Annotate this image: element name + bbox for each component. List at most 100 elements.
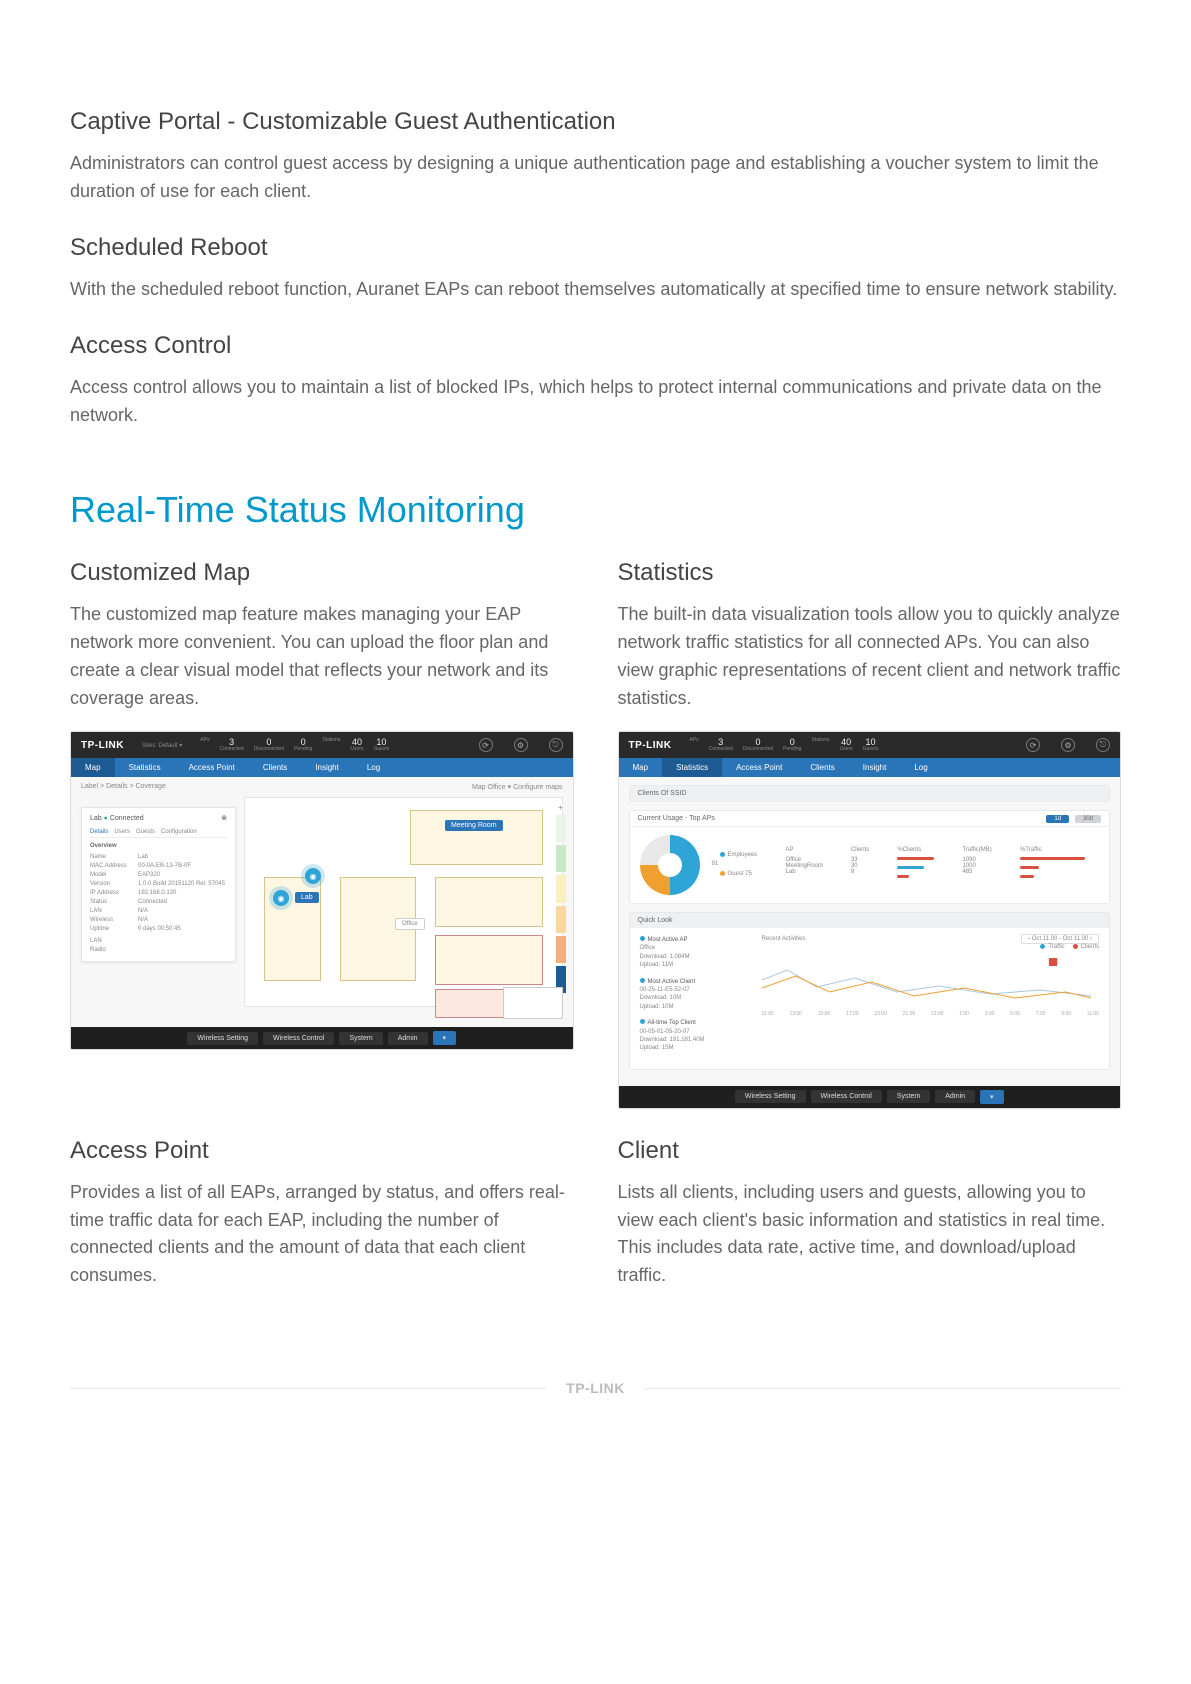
activity-chart — [762, 952, 1100, 1007]
footer-brand: TP-LINK — [546, 1380, 645, 1396]
gear-icon[interactable]: ⚙ — [1061, 738, 1075, 752]
mockup-header: TP-LINK APs 3Connected 0Disconnected 0Pendi… — [619, 732, 1121, 758]
panel-section-label: LAN — [90, 937, 227, 946]
header-stat: 0Disconnected — [254, 738, 284, 752]
header-stat: 3Connected — [709, 738, 733, 752]
logout-icon[interactable]: ⎋ — [549, 738, 563, 752]
date-range-select[interactable]: ‹ Oct 11.00 - Oct 11.00 › — [1021, 934, 1099, 944]
footer-tab[interactable]: Admin — [388, 1032, 428, 1045]
close-icon[interactable]: ⊗ — [221, 814, 227, 825]
range-pill-30d[interactable]: 30d — [1075, 815, 1101, 823]
panel-field-row: IP Address192.168.0.120 — [90, 889, 227, 898]
footer-tab[interactable]: System — [887, 1090, 930, 1103]
panel-title: Clients Of SSID — [638, 790, 687, 797]
nav-tab[interactable]: Statistics — [115, 758, 175, 777]
legend-item: Guest 75 — [712, 870, 764, 880]
minimap[interactable] — [503, 987, 563, 1019]
map-title: Customized Map — [70, 559, 574, 587]
usage-panel: Current Usage - Top APs 1d 30d Employees… — [629, 810, 1111, 904]
room-label: Meeting Room — [445, 820, 503, 831]
panel-subtab[interactable]: Users — [114, 828, 130, 837]
reboot-body: With the scheduled reboot function, Aura… — [70, 276, 1121, 304]
floor-plan[interactable]: ◉ ◉ Lab Meeting Room Office — [244, 797, 563, 1007]
overview-label: Overview — [90, 842, 227, 851]
chart-legend-item: Traffic — [1032, 944, 1064, 950]
gear-icon[interactable]: ⚙ — [514, 738, 528, 752]
panel-ap-name: Lab — [90, 815, 102, 822]
footer-dropdown[interactable]: ▾ — [433, 1031, 457, 1045]
header-stat: 0Disconnected — [743, 738, 773, 752]
footer-tab[interactable]: System — [339, 1032, 382, 1045]
header-stat: Stations — [811, 738, 829, 752]
header-stat: 40Users — [840, 738, 853, 752]
panel-field-row: Version1.0.0 Build 20151120 Rel. 57045 — [90, 880, 227, 889]
ap-body: Provides a list of all EAPs, arranged by… — [70, 1179, 574, 1291]
ap-marker-label: Lab — [295, 892, 319, 903]
header-stat: 10Guests — [373, 738, 389, 752]
mockup-footer: Wireless Setting Wireless Control System Ad… — [71, 1027, 573, 1049]
panel-subtab[interactable]: Details — [90, 828, 108, 837]
brand-logo: TP-LINK — [629, 740, 672, 751]
breadcrumb: Label > Details > Coverage — [81, 783, 166, 791]
access-control-body: Access control allows you to maintain a … — [70, 374, 1121, 430]
nav-tabs: MapStatisticsAccess PointClientsInsightL… — [71, 758, 573, 777]
panel-title: Quick Look — [638, 917, 673, 924]
panel-ap-status: Connected — [110, 815, 144, 822]
nav-tab[interactable]: Statistics — [662, 758, 722, 777]
ap-detail-panel: Lab ● Connected ⊗ DetailsUsersGuestsConf… — [81, 807, 236, 962]
ap-marker[interactable]: ◉ — [273, 890, 289, 906]
footer-tab[interactable]: Wireless Control — [811, 1090, 882, 1103]
nav-tab[interactable]: Log — [353, 758, 394, 777]
header-stat: 0Pending — [783, 738, 801, 752]
footer-tab[interactable]: Wireless Setting — [187, 1032, 258, 1045]
stats-body: The built-in data visualization tools al… — [618, 601, 1122, 713]
nav-tab[interactable]: Map — [619, 758, 663, 777]
nav-tabs: MapStatisticsAccess PointClientsInsightL… — [619, 758, 1121, 777]
legend-item: Employees 91 — [712, 851, 764, 870]
panel-section-label: Radio — [90, 946, 227, 955]
header-stat: 40Users — [350, 738, 363, 752]
quick-look-item: All-time Top Client00-05-01-05-20-07Down… — [640, 1019, 750, 1053]
nav-tab[interactable]: Access Point — [175, 758, 249, 777]
nav-tab[interactable]: Clients — [249, 758, 301, 777]
nav-tab[interactable]: Insight — [301, 758, 353, 777]
room-tag: Office — [395, 918, 425, 930]
panel-subtab[interactable]: Guests — [136, 828, 155, 837]
map-body: The customized map feature makes managin… — [70, 601, 574, 713]
footer-tab[interactable]: Wireless Setting — [735, 1090, 806, 1103]
panel-subtab[interactable]: Configuration — [161, 828, 197, 837]
stats-title: Statistics — [618, 559, 1122, 587]
refresh-icon[interactable]: ⟳ — [1026, 738, 1040, 752]
ap-marker[interactable]: ◉ — [305, 868, 321, 884]
header-stat: Stations — [322, 738, 340, 752]
footer-tab[interactable]: Admin — [935, 1090, 975, 1103]
brand-logo: TP-LINK — [81, 740, 124, 751]
panel-field-row: LANN/A — [90, 907, 227, 916]
captive-body: Administrators can control guest access … — [70, 150, 1121, 206]
nav-tab[interactable]: Map — [71, 758, 115, 777]
client-body: Lists all clients, including users and g… — [618, 1179, 1122, 1291]
nav-tab[interactable]: Access Point — [722, 758, 796, 777]
footer-dropdown[interactable]: ▾ — [980, 1090, 1004, 1104]
mockup-header: TP-LINK Sites: Default ▾ APs3Connected0D… — [71, 732, 573, 758]
clients-of-ssid-panel: Clients Of SSID — [629, 785, 1111, 802]
chart-legend-item: Clients — [1065, 944, 1099, 950]
nav-tab[interactable]: Clients — [796, 758, 848, 777]
logout-icon[interactable]: ⎋ — [1096, 738, 1110, 752]
quick-look-panel: Quick Look Most Active APOfficeDownload:… — [629, 912, 1111, 1070]
map-right-controls[interactable]: Map Office ▾ Configure maps — [472, 783, 563, 791]
nav-tab[interactable]: Insight — [849, 758, 901, 777]
panel-field-row: MAC Address00-0A-EB-13-7B-0F — [90, 862, 227, 871]
access-control-title: Access Control — [70, 332, 1121, 360]
header-stat: APs — [689, 738, 698, 752]
panel-field-row: WirelessN/A — [90, 916, 227, 925]
donut-legend: Employees 91Guest 75 — [712, 851, 764, 880]
panel-field-row: ModelEAP320 — [90, 871, 227, 880]
header-stat: 3Connected — [220, 738, 244, 752]
range-pill-1d[interactable]: 1d — [1046, 815, 1069, 823]
refresh-icon[interactable]: ⟳ — [479, 738, 493, 752]
nav-tab[interactable]: Log — [900, 758, 941, 777]
mockup-footer: Wireless Setting Wireless Control System Ad… — [619, 1086, 1121, 1108]
coverage-legend: + — [555, 803, 567, 993]
footer-tab[interactable]: Wireless Control — [263, 1032, 334, 1045]
